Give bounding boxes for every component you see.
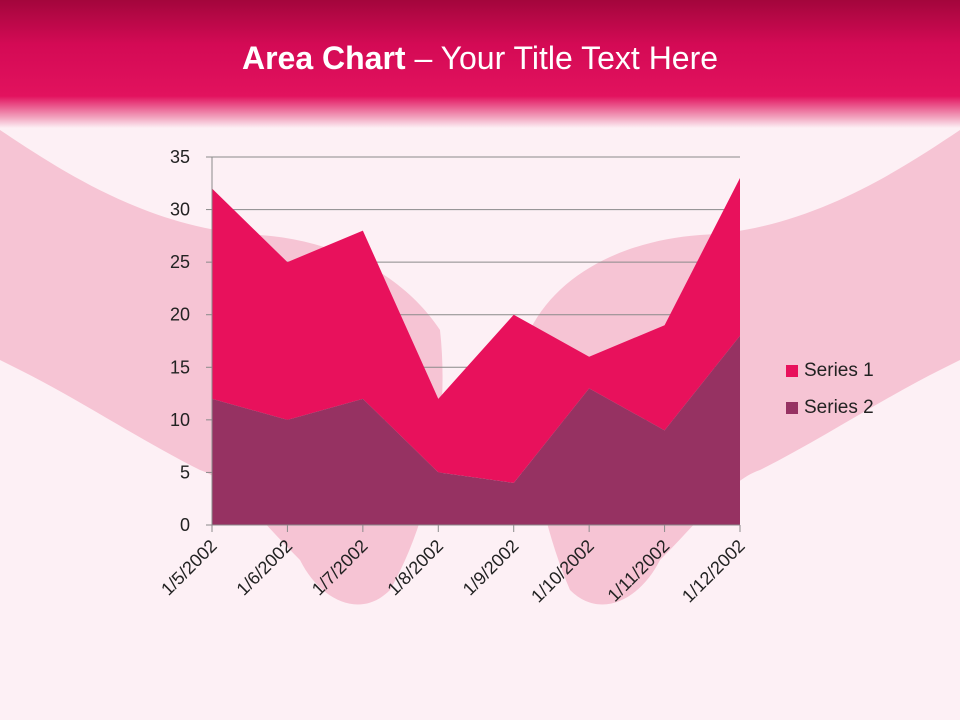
area-series-2 [212, 335, 740, 525]
title-banner [0, 0, 960, 128]
y-tick-label: 20 [170, 305, 190, 325]
title-rest-text: – Your Title Text Here [405, 40, 719, 76]
area-series-1 [212, 178, 740, 483]
title-bold-text: Area Chart [241, 40, 406, 76]
legend-label-series-1: Series 1 [804, 360, 874, 381]
slide-title: Area Chart – Your Title Text Here [0, 40, 960, 77]
legend-item-series-2: Series 2 [786, 397, 874, 419]
x-tick-label: 1/10/2002 [527, 536, 598, 607]
legend-swatch-series-2 [786, 402, 798, 414]
x-tick-label: 1/12/2002 [678, 536, 749, 607]
x-tick-label: 1/6/2002 [233, 536, 297, 600]
x-tick-label: 1/8/2002 [383, 536, 447, 600]
y-tick-label: 10 [170, 410, 190, 430]
y-tick-label: 15 [170, 357, 190, 377]
y-tick-label: 35 [170, 147, 190, 167]
legend-swatch-series-1 [786, 365, 798, 377]
x-tick-label: 1/7/2002 [308, 536, 372, 600]
legend-label-series-2: Series 2 [804, 397, 874, 418]
legend-item-series-1: Series 1 [786, 360, 874, 382]
chart-legend: Series 1 Series 2 [786, 360, 874, 434]
x-tick-label: 1/9/2002 [459, 536, 523, 600]
y-tick-label: 5 [180, 462, 190, 482]
x-tick-label: 1/11/2002 [604, 536, 674, 606]
x-tick-label: 1/5/2002 [157, 536, 221, 600]
y-tick-label: 30 [170, 200, 190, 220]
y-tick-label: 0 [180, 515, 190, 535]
y-tick-label: 25 [170, 252, 190, 272]
